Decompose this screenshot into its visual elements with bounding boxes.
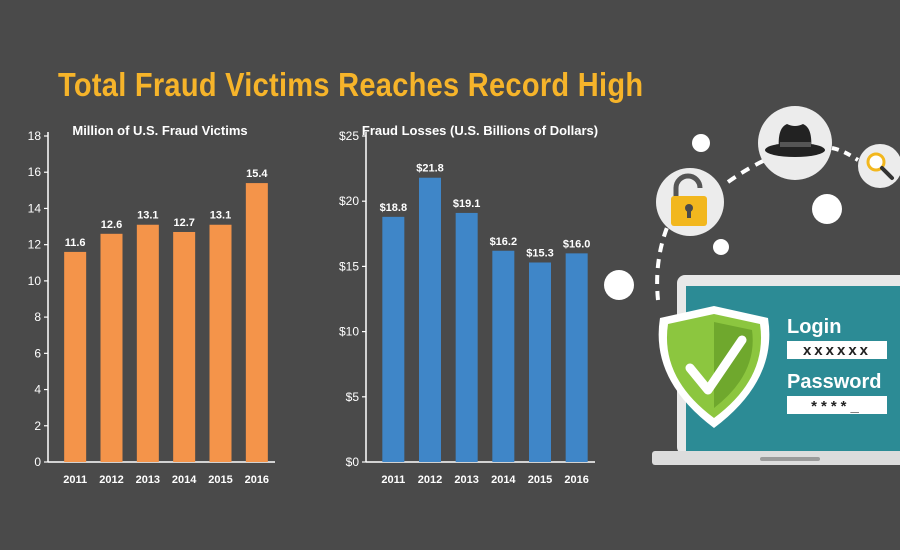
data-label: 13.1 (210, 210, 231, 222)
bar (382, 216, 405, 462)
x-tick-label: 2014 (172, 474, 197, 486)
y-tick-label: 6 (34, 346, 41, 360)
x-tick-label: 2013 (136, 474, 160, 486)
data-label: $15.3 (526, 247, 554, 259)
x-tick-label: 2012 (418, 474, 442, 486)
padlock-icon (656, 168, 724, 236)
bar (455, 212, 478, 462)
data-label: 11.6 (65, 237, 86, 249)
dashed-connector (655, 224, 670, 301)
y-tick-label: $5 (346, 390, 360, 404)
x-tick-label: 2012 (99, 474, 123, 486)
x-tick-label: 2011 (63, 474, 87, 486)
login-label: Login (787, 316, 841, 338)
y-tick-label: 10 (28, 274, 42, 288)
y-tick-label: $15 (339, 259, 359, 273)
data-label: 12.7 (173, 217, 194, 229)
magnifier-icon (858, 144, 900, 188)
x-tick-label: 2014 (491, 474, 516, 486)
dashed-connector-right (831, 146, 860, 162)
y-tick-label: 4 (34, 383, 41, 397)
login-field[interactable] (787, 341, 887, 359)
x-tick-label: 2013 (454, 474, 478, 486)
x-tick-label: 2016 (245, 474, 269, 486)
y-tick-label: 0 (34, 455, 41, 469)
password-field-value: ****_ (811, 398, 863, 415)
dashed-connector-upper (726, 156, 771, 184)
decor-dot (692, 134, 710, 152)
decor-dot (604, 270, 634, 300)
data-label: 15.4 (246, 168, 268, 180)
data-label: $16.0 (563, 238, 591, 250)
losses-chart: Fraud Losses (U.S. Billions of Dollars)$… (339, 123, 598, 486)
bar (529, 262, 551, 462)
chart-subtitle: Fraud Losses (U.S. Billions of Dollars) (362, 123, 598, 138)
y-tick-label: $0 (346, 455, 360, 469)
bar (136, 224, 159, 462)
y-tick-label: 8 (34, 310, 41, 324)
y-tick-label: $25 (339, 129, 359, 143)
y-tick-label: $10 (339, 325, 359, 339)
bar (100, 233, 123, 462)
x-tick-label: 2015 (528, 474, 552, 486)
y-tick-label: 14 (28, 201, 42, 215)
x-tick-label: 2016 (564, 474, 588, 486)
victims-chart: Million of U.S. Fraud Victims 0 2 4 6 8 10 12 14… (28, 123, 275, 486)
data-label: 13.1 (137, 210, 158, 222)
y-tick-label: 12 (28, 238, 42, 252)
bar (565, 253, 588, 462)
y-tick-label: $20 (339, 194, 359, 208)
y-tick-label: 2 (34, 419, 41, 433)
bar (173, 231, 196, 462)
bar (209, 224, 232, 462)
decor-dot (713, 239, 729, 255)
data-label: $18.8 (380, 202, 408, 214)
bar (245, 183, 268, 463)
bar (492, 250, 515, 462)
x-tick-label: 2015 (208, 474, 232, 486)
bar (419, 177, 441, 462)
password-label: Password (787, 371, 881, 393)
login-field-value: xxxxxx (803, 342, 871, 359)
data-label: $21.8 (416, 163, 444, 175)
bar (64, 251, 87, 462)
data-label: $16.2 (490, 236, 518, 248)
chart-subtitle: Million of U.S. Fraud Victims (72, 123, 247, 138)
x-tick-label: 2011 (381, 474, 405, 486)
data-label: 12.6 (101, 219, 122, 231)
shield-check-icon (658, 306, 770, 428)
y-tick-label: 18 (28, 129, 42, 143)
y-tick-label: 16 (28, 165, 42, 179)
fedora-hat-icon (758, 106, 832, 180)
chart-title: Total Fraud Victims Reaches Record High (58, 66, 644, 103)
decor-dot (812, 194, 842, 224)
data-label: $19.1 (453, 198, 481, 210)
password-field[interactable] (787, 396, 887, 414)
